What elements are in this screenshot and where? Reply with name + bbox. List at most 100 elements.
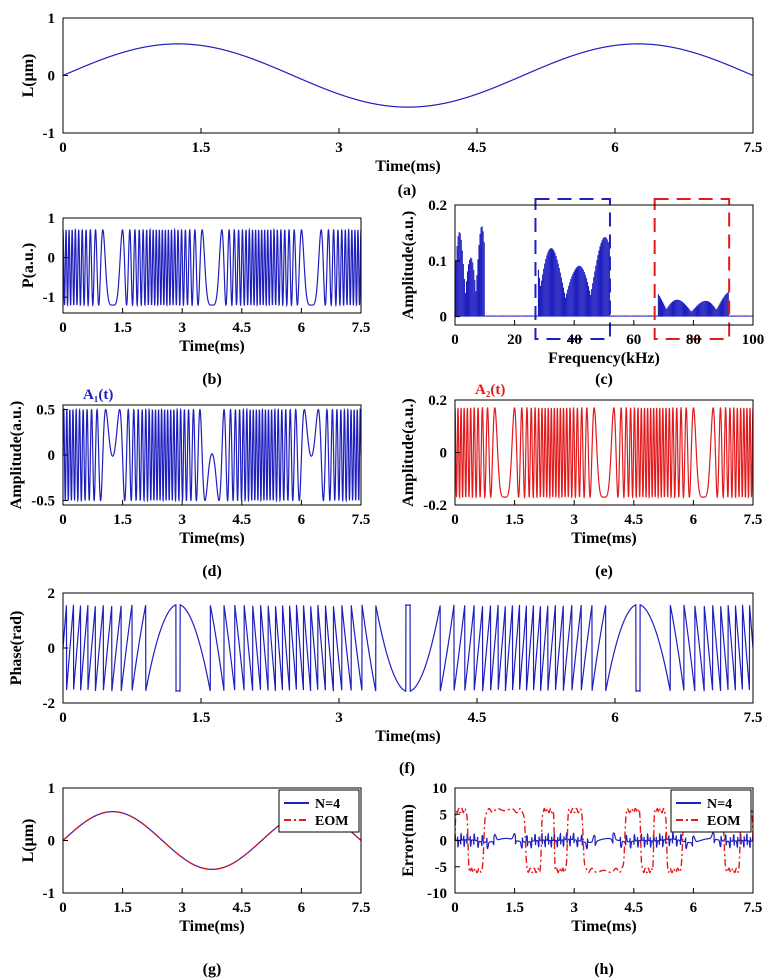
x-axis-label: Time(ms) bbox=[179, 338, 244, 355]
y-axis-label: Error(nm) bbox=[400, 804, 417, 877]
y-tick-label: 10 bbox=[432, 781, 447, 797]
x-tick-label: 4.5 bbox=[232, 320, 251, 336]
x-tick-label: 4.5 bbox=[624, 512, 643, 528]
y-axis-label: Amplitude(a.u.) bbox=[400, 398, 417, 506]
y-axis-label: Amplitude(a.u.) bbox=[8, 401, 25, 509]
x-tick-label: 60 bbox=[626, 332, 641, 348]
y-tick-label: 0 bbox=[48, 69, 56, 85]
chart-e: 0 1.5 3 4.5 6 7.5-0.200.2Time(ms)Amplitude(a.… bbox=[400, 382, 762, 580]
y-axis-label: P(a.u.) bbox=[20, 243, 37, 288]
panel-title: A₂(t) bbox=[475, 382, 505, 398]
y-tick-label: -1 bbox=[43, 126, 56, 142]
legend: N=4 EOM bbox=[670, 789, 752, 833]
x-axis-label: Time(ms) bbox=[375, 158, 440, 175]
x-tick-label: 6 bbox=[611, 710, 619, 726]
y-tick-label: -1 bbox=[43, 290, 56, 306]
y-tick-label: 1 bbox=[48, 781, 56, 797]
y-tick-label: 0.2 bbox=[428, 393, 447, 409]
x-tick-label: 7.5 bbox=[352, 320, 371, 336]
x-tick-label: 0 bbox=[451, 900, 459, 916]
legend-entry: EOM bbox=[315, 814, 348, 829]
legend-entry: N=4 bbox=[707, 797, 732, 812]
y-tick-label: 1 bbox=[48, 11, 56, 27]
axes-frame bbox=[454, 204, 754, 326]
x-tick-label: 6 bbox=[298, 512, 306, 528]
series-line-eom bbox=[62, 810, 362, 871]
y-axis-label: L(μm) bbox=[20, 819, 37, 863]
legend-entry: EOM bbox=[707, 814, 740, 829]
x-tick-label: 20 bbox=[507, 332, 522, 348]
y-tick-label: 0 bbox=[440, 310, 448, 326]
x-tick-label: 0 bbox=[59, 710, 67, 726]
y-tick-label: -1 bbox=[43, 886, 56, 902]
y-tick-label: -0.5 bbox=[31, 493, 55, 509]
y-tick-label: 0 bbox=[48, 834, 56, 850]
x-tick-label: 4.5 bbox=[624, 900, 643, 916]
panel-caption: (g) bbox=[203, 961, 222, 978]
y-tick-label: -10 bbox=[427, 886, 447, 902]
y-axis-label: Phase(rad) bbox=[8, 611, 25, 686]
x-tick-label: 3 bbox=[335, 710, 343, 726]
x-tick-label: 1.5 bbox=[113, 320, 132, 336]
x-tick-label: 3 bbox=[178, 900, 186, 916]
x-tick-label: 4.5 bbox=[232, 900, 251, 916]
x-tick-label: 7.5 bbox=[744, 140, 763, 156]
legend-entry: N=4 bbox=[315, 797, 340, 812]
y-tick-label: -2 bbox=[43, 696, 56, 712]
x-tick-label: 3 bbox=[570, 512, 578, 528]
series-line-p bbox=[62, 227, 362, 308]
x-tick-label: 1.5 bbox=[505, 512, 524, 528]
annotation-box-blue bbox=[534, 198, 611, 340]
series-line-n-4 bbox=[454, 831, 754, 850]
x-tick-label: 6 bbox=[690, 900, 698, 916]
x-tick-label: 7.5 bbox=[744, 512, 763, 528]
x-tick-label: 80 bbox=[686, 332, 701, 348]
panel-caption: (c) bbox=[595, 371, 613, 388]
x-tick-label: 6 bbox=[298, 900, 306, 916]
panel-caption: (b) bbox=[202, 371, 222, 388]
panel-caption: (h) bbox=[594, 961, 614, 978]
x-tick-label: 6 bbox=[298, 320, 306, 336]
x-tick-label: 1.5 bbox=[113, 512, 132, 528]
x-tick-label: 7.5 bbox=[744, 710, 763, 726]
x-tick-label: 100 bbox=[742, 332, 765, 348]
series-line-a1-t- bbox=[62, 407, 362, 503]
axes-frame bbox=[62, 217, 362, 314]
x-tick-label: 0 bbox=[59, 900, 67, 916]
x-tick-label: 4.5 bbox=[468, 140, 487, 156]
y-tick-label: -5 bbox=[435, 860, 448, 876]
x-tick-label: 0 bbox=[59, 320, 67, 336]
chart-c: 0 20 40 60 80 100 0 0.1 0.2 Frequency(kHz) Amplitu… bbox=[400, 198, 764, 388]
legend-box bbox=[670, 789, 752, 833]
y-tick-label: 0.5 bbox=[36, 403, 55, 419]
x-tick-label: 3 bbox=[335, 140, 343, 156]
x-tick-label: 0 bbox=[451, 332, 459, 348]
y-axis-label: L(μm) bbox=[20, 54, 37, 98]
y-tick-label: -0.2 bbox=[423, 498, 447, 514]
x-tick-label: 1.5 bbox=[505, 900, 524, 916]
y-tick-label: 2 bbox=[48, 586, 56, 602]
y-tick-label: 5 bbox=[440, 807, 448, 823]
x-tick-label: 3 bbox=[178, 320, 186, 336]
x-tick-label: 7.5 bbox=[744, 900, 763, 916]
x-axis-label: Time(ms) bbox=[179, 530, 244, 547]
x-axis-label: Time(ms) bbox=[179, 918, 244, 935]
x-tick-label: 7.5 bbox=[352, 900, 371, 916]
y-tick-label: 0 bbox=[48, 448, 56, 464]
axes-frame bbox=[62, 17, 754, 134]
x-tick-label: 7.5 bbox=[352, 512, 371, 528]
x-tick-label: 0 bbox=[59, 140, 67, 156]
x-tick-label: 4.5 bbox=[232, 512, 251, 528]
x-tick-label: 6 bbox=[690, 512, 698, 528]
x-tick-label: 0 bbox=[59, 512, 67, 528]
legend: N=4 EOM bbox=[278, 789, 360, 833]
y-tick-label: 0 bbox=[440, 834, 448, 850]
panel-title: A₁(t) bbox=[83, 387, 113, 403]
y-tick-label: 0 bbox=[440, 446, 448, 462]
x-tick-label: 0 bbox=[451, 512, 459, 528]
x-axis-label: Time(ms) bbox=[571, 530, 636, 547]
